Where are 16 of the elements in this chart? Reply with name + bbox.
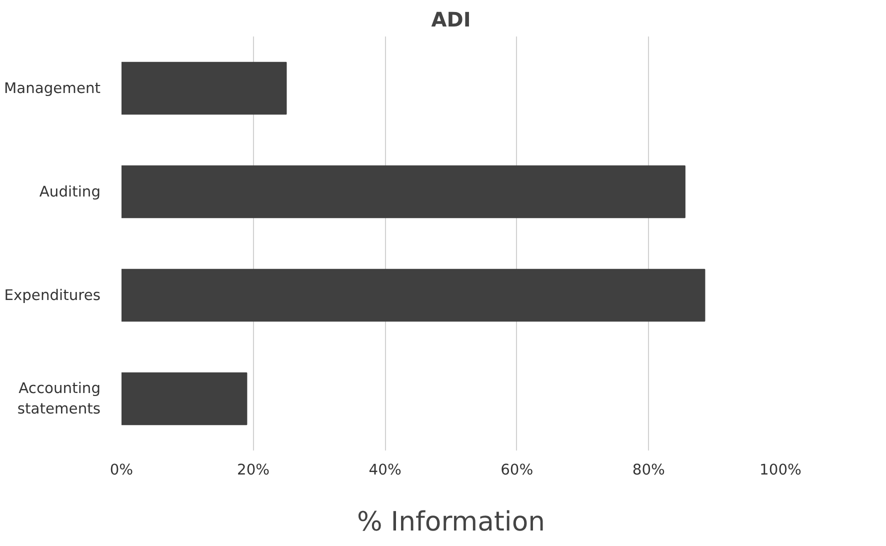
bar: [122, 165, 686, 218]
x-tick-label: 100%: [760, 462, 802, 478]
chart-title: ADI: [431, 8, 471, 32]
x-tick-label: 40%: [368, 462, 402, 478]
x-tick-label: 60%: [500, 462, 534, 478]
x-tick-label: 80%: [632, 462, 666, 478]
x-tick-label: 0%: [110, 462, 134, 478]
bar: [122, 268, 706, 322]
bar: [122, 372, 248, 426]
y-tick-label: Accounting statements: [17, 380, 101, 418]
x-tick-label: 20%: [237, 462, 270, 478]
y-tick-label: Auditing: [39, 183, 101, 200]
y-tick-label: Management: [4, 80, 101, 97]
x-axis-title: % Information: [356, 506, 546, 538]
y-tick-label: Expenditures: [4, 286, 100, 304]
bar: [122, 62, 287, 115]
